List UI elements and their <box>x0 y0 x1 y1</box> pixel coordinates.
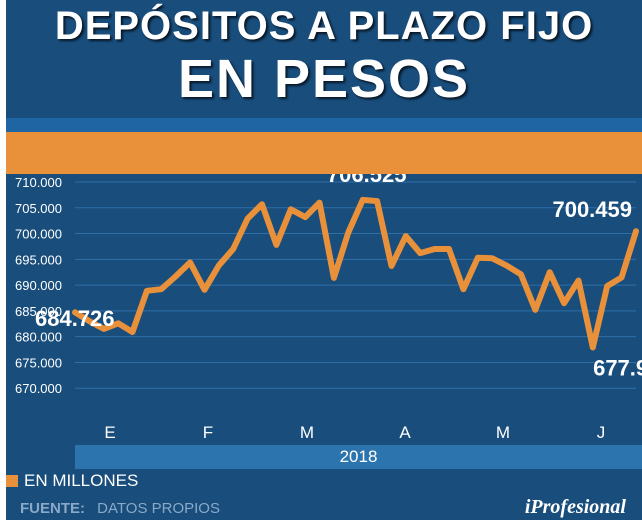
data-point <box>403 233 409 239</box>
data-point <box>532 307 538 313</box>
data-point <box>374 198 380 204</box>
title-line-1: DEPÓSITOS A PLAZO FIJO <box>54 4 594 48</box>
data-point <box>288 206 294 212</box>
data-label: 700.459 <box>552 197 632 222</box>
data-point <box>504 263 510 269</box>
x-tick-label: J <box>597 423 606 442</box>
data-point <box>273 242 279 248</box>
data-point <box>130 329 136 335</box>
header-divider-band <box>6 118 642 132</box>
brand-logo: iProfesional <box>524 496 626 518</box>
data-point <box>302 214 308 220</box>
x-tick-label: A <box>399 423 411 442</box>
data-point <box>216 263 222 269</box>
series-line <box>72 196 639 351</box>
data-point <box>187 259 193 265</box>
data-point <box>345 230 351 236</box>
data-point <box>201 287 207 293</box>
data-point <box>575 277 581 283</box>
legend: EN MILLONES <box>6 470 138 492</box>
data-point <box>460 286 466 292</box>
legend-swatch <box>6 475 18 487</box>
data-point <box>388 263 394 269</box>
line-chart: 670.000 675.000 680.000 685.000 690.000 695.0… <box>15 174 642 442</box>
data-point <box>360 197 366 203</box>
source-key: FUENTE: <box>20 500 85 517</box>
data-point <box>446 246 452 252</box>
year-band: 2018 <box>75 445 642 469</box>
source-value: DATOS PROPIOS <box>97 500 220 517</box>
data-label: 684.726 <box>35 306 115 331</box>
data-point <box>230 246 236 252</box>
data-point <box>101 326 107 332</box>
data-point <box>489 255 495 261</box>
data-point <box>259 201 265 207</box>
data-point <box>619 274 625 280</box>
data-point <box>633 228 639 234</box>
y-tick-label: 695.000 <box>15 252 62 267</box>
data-point <box>115 320 121 326</box>
data-point <box>518 271 524 277</box>
data-label: 706.525 <box>327 174 407 187</box>
y-tick-label: 690.000 <box>15 278 62 293</box>
data-point <box>158 286 164 292</box>
header-accent-band <box>6 132 642 174</box>
y-tick-label: 710.000 <box>15 175 62 190</box>
data-point <box>317 200 323 206</box>
title-line-2: EN PESOS <box>177 49 471 109</box>
data-point <box>432 246 438 252</box>
data-point <box>86 318 92 324</box>
data-point <box>173 273 179 279</box>
x-tick-label: M <box>300 423 314 442</box>
y-tick-label: 685.000 <box>15 304 62 319</box>
x-tick-label: M <box>496 423 510 442</box>
data-point <box>72 309 78 315</box>
data-point <box>604 283 610 289</box>
data-point <box>417 250 423 256</box>
data-point <box>331 275 337 281</box>
x-tick-label: E <box>104 423 115 442</box>
y-tick-label: 705.000 <box>15 201 62 216</box>
legend-label: EN MILLONES <box>24 471 139 490</box>
x-tick-label: F <box>203 423 213 442</box>
chart-panel <box>6 0 642 520</box>
data-point <box>144 288 150 294</box>
data-point <box>245 216 251 222</box>
y-tick-label: 700.000 <box>15 227 62 242</box>
y-tick-label: 670.000 <box>15 381 62 396</box>
data-point <box>561 300 567 306</box>
y-tick-label: 675.000 <box>15 355 62 370</box>
data-point <box>590 344 596 350</box>
data-point <box>475 255 481 261</box>
source-line: FUENTE: DATOS PROPIOS <box>20 500 220 517</box>
y-tick-label: 680.000 <box>15 330 62 345</box>
data-label: 677.903 <box>593 355 642 380</box>
data-point <box>547 269 553 275</box>
